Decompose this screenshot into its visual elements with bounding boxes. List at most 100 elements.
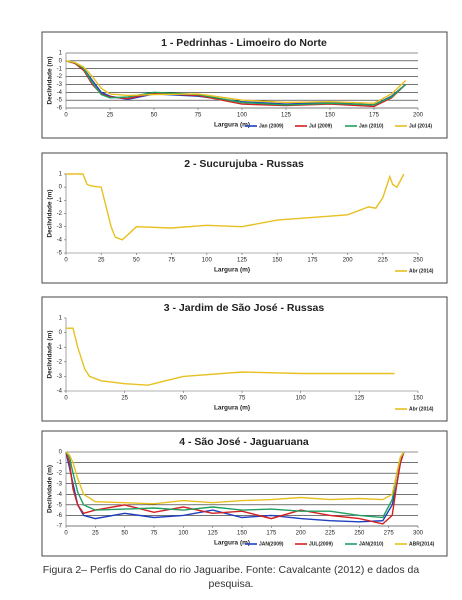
x-tick-label: 50 [180, 396, 187, 402]
x-tick-label: 125 [237, 258, 248, 264]
x-tick-label: 250 [354, 531, 365, 537]
y-tick-label: -6 [57, 513, 63, 519]
y-tick-label: -7 [57, 524, 63, 530]
x-tick-label: 175 [266, 531, 277, 537]
y-tick-label: -2 [57, 359, 63, 365]
y-tick-label: 1 [59, 172, 63, 178]
legend-label: Abr (2014) [409, 268, 434, 274]
x-tick-label: 175 [307, 258, 318, 264]
x-tick-label: 175 [369, 113, 380, 119]
y-axis-label: Declividade (m) [47, 330, 54, 378]
x-tick-label: 50 [133, 258, 140, 264]
y-tick-label: -1 [57, 198, 63, 204]
x-axis-label: Largura (m) [214, 540, 250, 547]
x-tick-label: 250 [413, 258, 424, 264]
y-tick-label: 1 [59, 51, 63, 57]
x-tick-label: 125 [208, 531, 219, 537]
x-tick-label: 150 [413, 396, 424, 402]
y-tick-label: -3 [57, 374, 63, 380]
series-line [65, 451, 405, 519]
panel-frame [41, 31, 448, 139]
x-tick-label: 150 [272, 258, 283, 264]
x-tick-label: 50 [151, 113, 158, 119]
panel-frame [41, 152, 448, 284]
x-tick-label: 50 [121, 531, 128, 537]
x-tick-label: 75 [195, 113, 202, 119]
series-line [65, 451, 405, 525]
y-tick-label: -3 [57, 224, 63, 230]
x-tick-label: 25 [92, 531, 99, 537]
legend-label: JAN(2009) [259, 541, 284, 547]
series-line [66, 327, 395, 386]
x-tick-label: 225 [378, 258, 389, 264]
y-tick-label: -1 [57, 66, 63, 72]
x-tick-label: 100 [202, 258, 213, 264]
y-tick-label: -3 [57, 481, 63, 487]
y-tick-label: -4 [57, 492, 63, 498]
x-tick-label: 125 [354, 396, 365, 402]
y-tick-label: -4 [57, 90, 63, 96]
y-axis-label: Declividade (m) [47, 56, 54, 104]
y-tick-label: 0 [59, 58, 63, 64]
chart-title: 4 - São José - Jaguaruana [179, 436, 309, 448]
y-tick-label: -5 [57, 251, 63, 257]
figure: 1 - Pedrinhas - Limoeiro do Norte10-1-2-… [41, 31, 448, 557]
y-tick-label: -2 [57, 471, 63, 477]
legend-label: Jul (2009) [309, 123, 332, 129]
x-tick-label: 200 [413, 113, 424, 119]
x-tick-label: 0 [64, 531, 68, 537]
x-tick-label: 200 [296, 531, 307, 537]
y-tick-label: 0 [59, 330, 63, 336]
x-axis-label: Largura (m) [214, 405, 250, 412]
chart-title: 2 - Sucurujuba - Russas [184, 158, 304, 170]
y-tick-label: -1 [57, 460, 63, 466]
x-tick-label: 200 [343, 258, 354, 264]
x-tick-label: 75 [168, 258, 175, 264]
x-tick-label: 300 [413, 531, 424, 537]
series-line [65, 60, 407, 106]
y-tick-label: 0 [59, 450, 63, 456]
y-tick-label: -6 [57, 106, 63, 112]
panel-frame [41, 296, 448, 422]
legend-label: Jul (2014) [409, 123, 432, 129]
x-tick-label: 125 [281, 113, 292, 119]
x-tick-label: 100 [296, 396, 307, 402]
legend-label: Jan (2010) [359, 123, 384, 129]
y-tick-label: -3 [57, 82, 63, 88]
series-line [65, 60, 407, 108]
legend-label: ABR(2014) [409, 541, 435, 547]
series-line [65, 60, 407, 105]
y-tick-label: -4 [57, 389, 63, 395]
x-axis-label: Largura (m) [214, 267, 250, 274]
x-tick-label: 0 [64, 113, 68, 119]
panel-frame [41, 430, 448, 557]
series-line [65, 451, 405, 505]
x-tick-label: 150 [237, 531, 248, 537]
x-tick-label: 100 [237, 113, 248, 119]
x-tick-label: 25 [107, 113, 114, 119]
x-tick-label: 100 [178, 531, 189, 537]
x-tick-label: 0 [64, 396, 68, 402]
caption: Figura 2– Perfis do Canal do rio Jaguari… [42, 564, 420, 590]
x-tick-label: 0 [64, 258, 68, 264]
y-tick-label: 0 [59, 185, 63, 191]
y-tick-label: -1 [57, 345, 63, 351]
y-axis-label: Declividade (m) [47, 465, 54, 513]
y-tick-label: -2 [57, 211, 63, 217]
chart-title: 1 - Pedrinhas - Limoeiro do Norte [161, 37, 327, 49]
x-tick-label: 75 [151, 531, 158, 537]
series-line [66, 173, 405, 241]
x-tick-label: 275 [384, 531, 395, 537]
chart-title: 3 - Jardim de São José - Russas [164, 302, 325, 314]
legend-label: JUL(2009) [309, 541, 333, 547]
y-tick-label: 1 [59, 316, 63, 322]
x-tick-label: 225 [325, 531, 336, 537]
x-tick-label: 75 [239, 396, 246, 402]
y-tick-label: -4 [57, 237, 63, 243]
x-tick-label: 25 [98, 258, 105, 264]
y-tick-label: -2 [57, 74, 63, 80]
x-axis-label: Largura (m) [214, 122, 250, 129]
y-tick-label: -5 [57, 502, 63, 508]
y-axis-label: Declividade (m) [47, 189, 54, 237]
